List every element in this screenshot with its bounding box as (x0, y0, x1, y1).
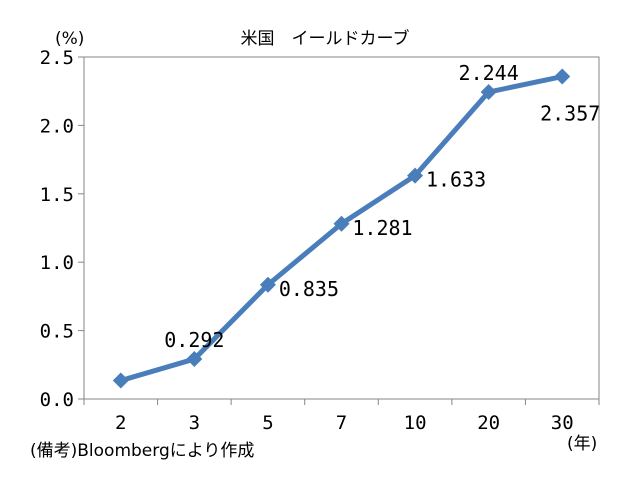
y-tick-label: 2.0 (40, 115, 74, 137)
x-tick-label: 30 (551, 412, 574, 434)
x-axis-unit: (年) (567, 434, 597, 454)
y-tick-label: 0.0 (40, 389, 74, 411)
data-label: 1.281 (352, 216, 412, 240)
plot-area-frame (83, 56, 600, 400)
x-tick-label: 2 (115, 412, 126, 434)
x-tick-label: 3 (189, 412, 200, 434)
y-tick-label: 2.5 (40, 47, 74, 69)
source-note: (備考)Bloombergにより作成 (30, 441, 254, 461)
x-tick-label: 20 (477, 412, 500, 434)
data-point-marker (112, 372, 129, 389)
data-point-marker (259, 276, 276, 293)
data-point-marker (554, 68, 571, 85)
x-tick-label: 10 (404, 412, 427, 434)
x-tick-label: 5 (262, 412, 273, 434)
data-label: 0.292 (164, 328, 224, 352)
data-label: 1.633 (426, 168, 486, 192)
x-tick-label: 7 (336, 412, 347, 434)
data-label: 2.357 (540, 102, 600, 126)
y-tick-label: 0.5 (40, 321, 74, 343)
data-point-marker (407, 167, 424, 184)
y-tick-label: 1.0 (40, 252, 74, 274)
chart-title: 米国 イールドカーブ (241, 28, 410, 49)
data-point-marker (480, 84, 497, 101)
y-tick-label: 1.5 (40, 184, 74, 206)
data-label: 0.835 (279, 277, 339, 301)
y-axis-unit: (%) (55, 29, 84, 49)
data-label: 2.244 (459, 61, 519, 85)
data-point-marker (186, 351, 203, 368)
data-point-marker (333, 215, 350, 232)
